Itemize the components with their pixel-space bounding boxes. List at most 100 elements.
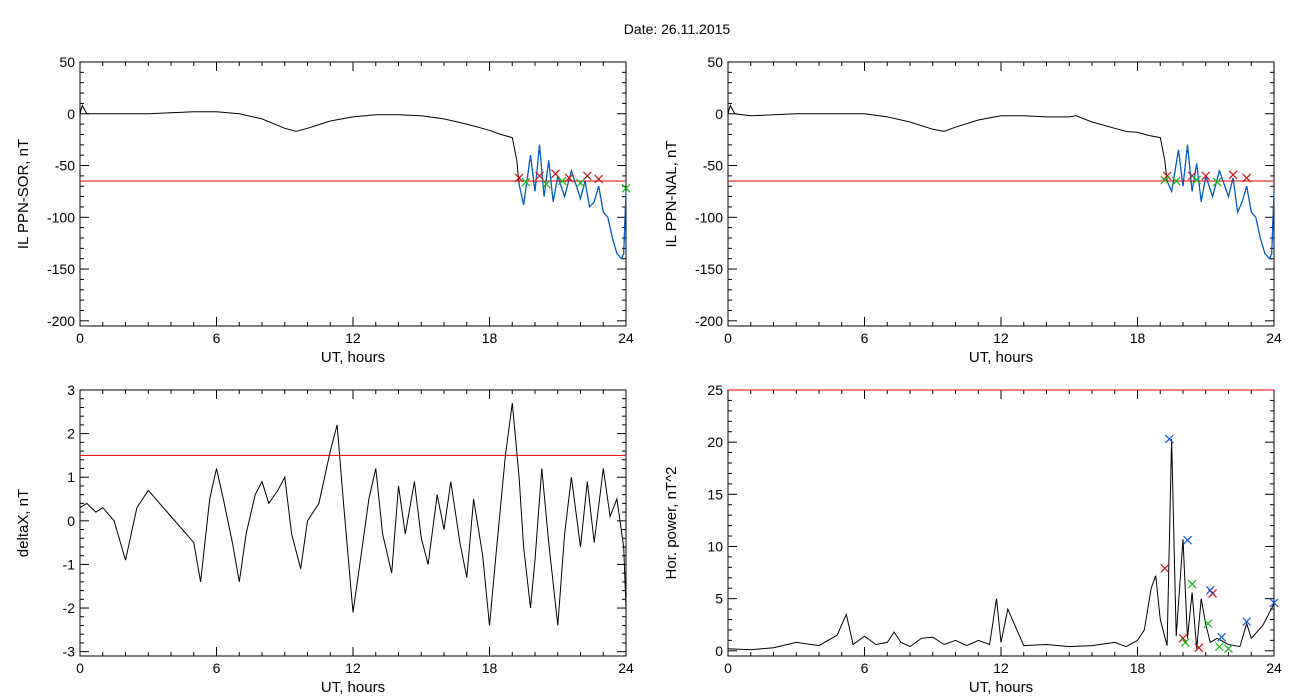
- marker-green: [1171, 176, 1181, 186]
- y-tick-label: 0: [67, 513, 75, 529]
- x-tick-label: 24: [1266, 660, 1282, 676]
- marker-red: [1160, 563, 1170, 573]
- marker-green: [1203, 619, 1213, 629]
- y-tick-label: -100: [47, 209, 75, 225]
- marker-red: [551, 169, 560, 179]
- panel-deltax: 0 6 12 18 24 3 2 1 0 -1 -2 -3 UT, hours deltaX, nT: [15, 382, 634, 696]
- y-tick-label: 0: [715, 106, 723, 122]
- y-tick-label: 3: [67, 382, 75, 398]
- marker-red: [594, 174, 604, 184]
- marker-red: [1201, 171, 1211, 181]
- x-tick-label: 0: [76, 330, 84, 346]
- x-tick-label: 6: [861, 660, 869, 676]
- series-line: [727, 438, 1275, 651]
- y-tick-label: 5: [715, 591, 723, 607]
- y-axis-label: deltaX, nT: [15, 489, 32, 557]
- x-tick-label: 24: [618, 660, 634, 676]
- x-tick-label: 12: [345, 660, 361, 676]
- y-tick-label: -200: [695, 313, 723, 329]
- y-tick-label: -150: [47, 261, 75, 277]
- y-tick-label: 15: [707, 486, 723, 502]
- marker-red: [1242, 173, 1252, 183]
- panel-power: 0 6 12 18 24 25 20 15 10 5 0 UT, hours Hor. power, n…: [663, 382, 1282, 696]
- marker-blue: [1164, 434, 1174, 444]
- marker-blue: [1217, 632, 1227, 642]
- marker-green: [1214, 642, 1224, 652]
- marker-green: [1224, 644, 1233, 654]
- y-tick-label: 2: [67, 426, 75, 442]
- marker-blue: [1269, 598, 1279, 608]
- marker-red: [564, 173, 574, 183]
- x-tick-label: 18: [482, 330, 498, 346]
- plot-frame: [727, 389, 1275, 657]
- marker-red: [514, 173, 524, 183]
- x-tick-label: 18: [482, 660, 498, 676]
- marker-green: [621, 183, 631, 193]
- marker-red: [1178, 633, 1188, 643]
- y-axis-label: IL PPN-NAL, nT: [663, 141, 680, 248]
- y-tick-label: -3: [63, 644, 76, 660]
- plot-frame: [727, 61, 1275, 327]
- y-tick-label: 1: [67, 469, 75, 485]
- marker-green: [521, 177, 531, 187]
- x-tick-label: 18: [1130, 330, 1146, 346]
- x-tick-label: 24: [618, 330, 634, 346]
- y-axis-label: IL PPN-SOR, nT: [15, 139, 32, 249]
- x-axis-label: UT, hours: [321, 349, 385, 366]
- series-line: [79, 403, 627, 626]
- panel-nal: 0 6 12 18 24 50 0 -50 -100 -150 -200 UT, hours IL PP…: [663, 54, 1282, 366]
- y-tick-label: 0: [67, 106, 75, 122]
- y-tick-label: -50: [703, 158, 723, 174]
- series-line-highlight: [1166, 144, 1275, 260]
- marker-blue: [1242, 617, 1252, 627]
- y-tick-label: 20: [707, 434, 723, 450]
- marker-blue: [1205, 585, 1215, 595]
- x-axis-label: UT, hours: [969, 349, 1033, 366]
- x-tick-label: 0: [724, 660, 732, 676]
- marker-green: [1192, 175, 1202, 185]
- y-tick-label: -2: [63, 600, 76, 616]
- panel-sor: 0 6 12 18 24 50 0 -50 -100 -150 -200 UT, hours IL PP…: [15, 54, 634, 366]
- series-line: [727, 104, 1275, 260]
- marker-red: [582, 171, 592, 181]
- y-tick-label: -200: [47, 313, 75, 329]
- marker-red: [1162, 171, 1172, 181]
- y-tick-label: 50: [707, 54, 723, 70]
- y-tick-label: 10: [707, 538, 723, 554]
- marker-green: [1160, 175, 1170, 185]
- marker-red: [1194, 643, 1204, 653]
- series-line-highlight: [518, 144, 627, 260]
- y-axis-label: Hor. power, nT^2: [663, 467, 680, 580]
- plot-frame: [79, 389, 627, 657]
- marker-blue: [1183, 535, 1192, 545]
- x-tick-label: 12: [345, 330, 361, 346]
- marker-green: [557, 176, 567, 186]
- x-tick-label: 0: [724, 330, 732, 346]
- marker-red: [1228, 170, 1238, 180]
- x-axis-label: UT, hours: [969, 679, 1033, 696]
- y-tick-label: -150: [695, 261, 723, 277]
- x-tick-label: 12: [993, 330, 1009, 346]
- y-tick-label: -100: [695, 209, 723, 225]
- y-tick-label: 25: [707, 382, 723, 398]
- x-tick-label: 0: [76, 660, 84, 676]
- marker-green: [1187, 579, 1197, 589]
- x-tick-label: 18: [1130, 660, 1146, 676]
- x-axis-label: UT, hours: [321, 679, 385, 696]
- y-tick-label: -50: [55, 158, 75, 174]
- y-tick-label: 50: [59, 54, 75, 70]
- figure-title: Date: 26.11.2015: [624, 21, 731, 37]
- marker-green: [1180, 638, 1190, 647]
- y-tick-label: 0: [715, 643, 723, 659]
- x-tick-label: 6: [861, 330, 869, 346]
- x-tick-label: 24: [1266, 330, 1282, 346]
- y-tick-label: -1: [63, 556, 76, 572]
- x-tick-label: 6: [213, 330, 221, 346]
- marker-green: [576, 178, 585, 188]
- marker-green: [1212, 177, 1222, 187]
- marker-red: [535, 171, 544, 181]
- x-tick-label: 12: [993, 660, 1009, 676]
- marker-green: [541, 179, 551, 189]
- x-tick-label: 6: [213, 660, 221, 676]
